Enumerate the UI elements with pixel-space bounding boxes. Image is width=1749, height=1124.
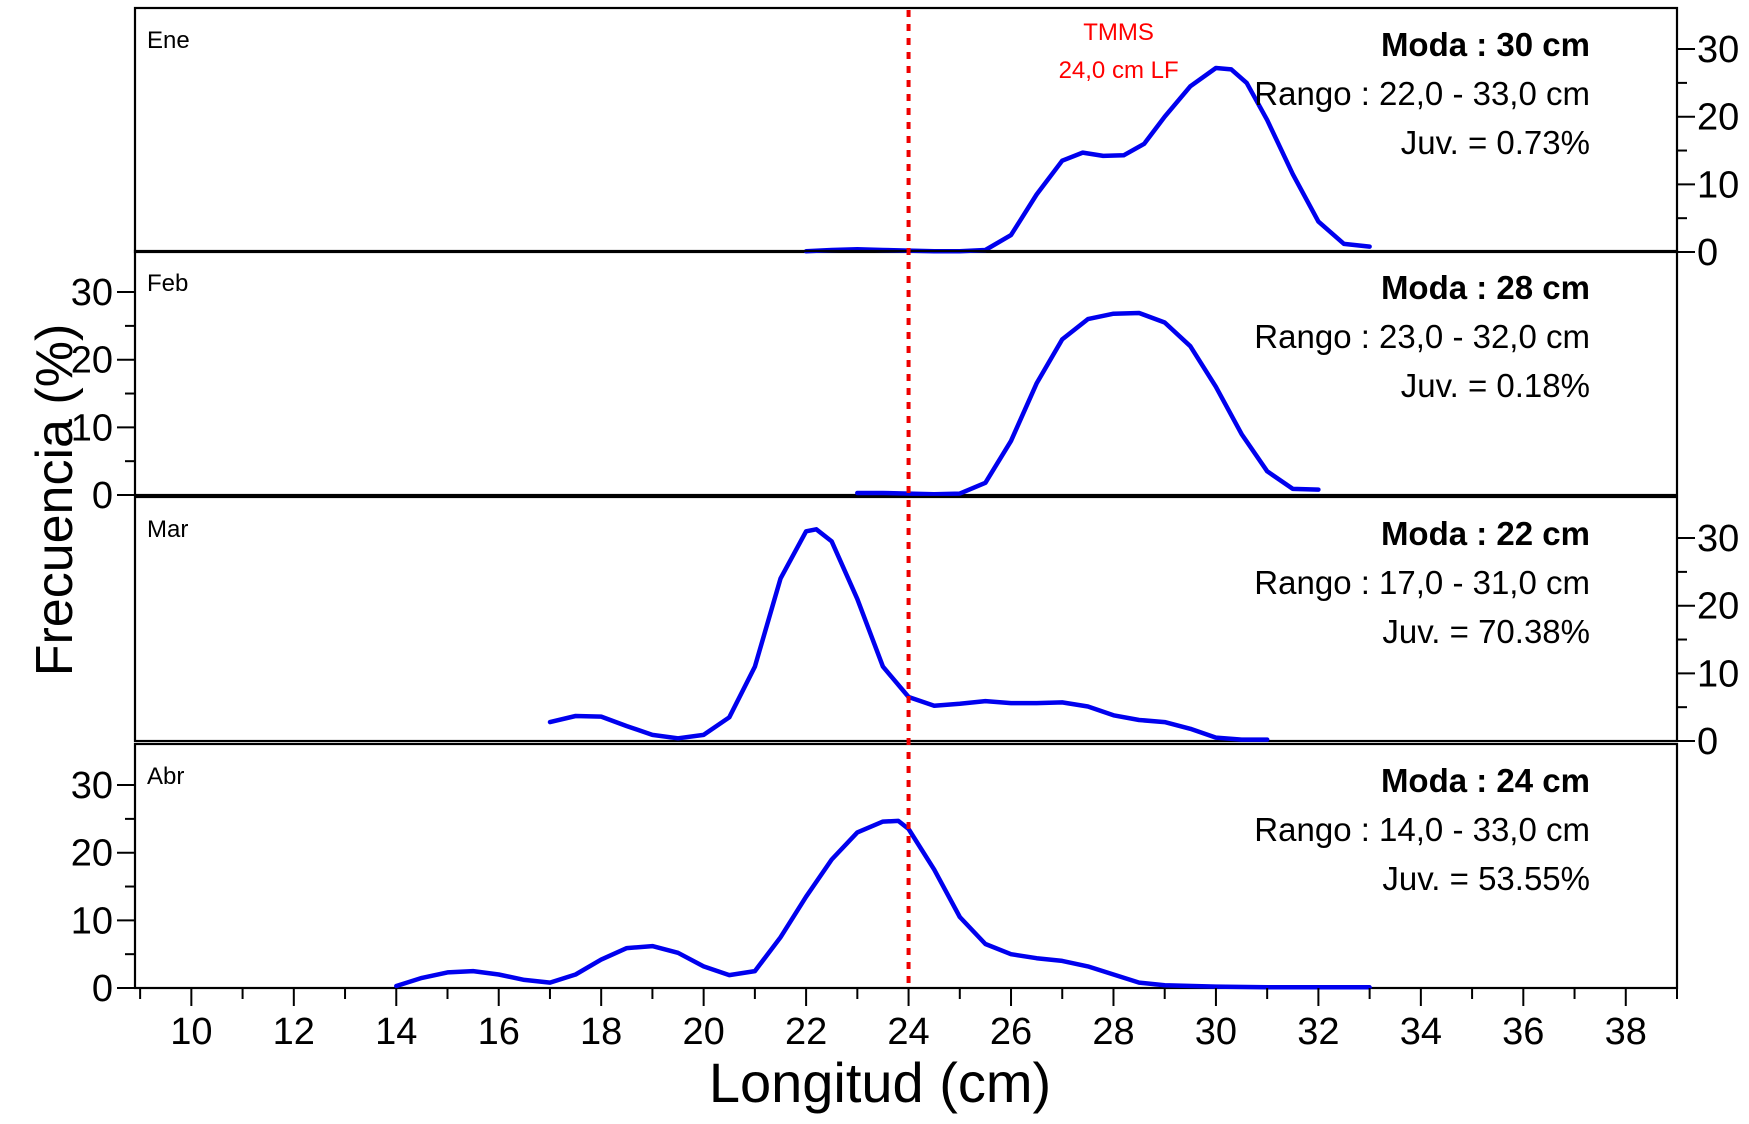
moda-label: Moda : 28 cm xyxy=(1381,269,1590,306)
x-tick-label: 18 xyxy=(580,1011,622,1053)
x-tick-label: 26 xyxy=(990,1011,1032,1053)
x-tick-label: 14 xyxy=(375,1011,417,1053)
panel-abr: 0 10 20 30 Abr Moda : 24 cm Rango : 14,0 - 33,… xyxy=(71,742,1679,1010)
x-axis: 10 12 14 16 18 20 22 24 26 28 30 32 34 36 38 xyxy=(139,988,1678,1053)
juv-label: Juv. = 0.73% xyxy=(1401,124,1590,161)
tmms-label: TMMS xyxy=(1083,19,1154,46)
moda-label: Moda : 22 cm xyxy=(1381,515,1590,552)
tmms-reference: TMMS 24,0 cm LF xyxy=(906,10,1179,988)
panel-mar: 0 10 20 30 Mar Moda : 22 cm Rango : 17,0 - 31,… xyxy=(133,495,1739,763)
y-tick-label: 20 xyxy=(1697,97,1739,139)
rango-label: Rango : 17,0 - 31,0 cm xyxy=(1254,564,1590,601)
juv-label: Juv. = 70.38% xyxy=(1382,613,1590,650)
moda-label: Moda : 30 cm xyxy=(1381,26,1590,63)
series-line-feb xyxy=(855,310,1321,497)
x-tick-label: 32 xyxy=(1297,1011,1339,1053)
panel-frame xyxy=(133,495,1679,743)
y-tick-label: 10 xyxy=(1697,164,1739,206)
y-tick-label: 0 xyxy=(1697,721,1718,763)
y-tick-label: 10 xyxy=(71,407,113,449)
x-tick-label: 36 xyxy=(1502,1011,1544,1053)
y-tick-label: 30 xyxy=(1697,29,1739,71)
series-line-abr xyxy=(394,818,1372,990)
y-tick-label: 30 xyxy=(71,272,113,314)
y-axis-title: Frecuencia (%) xyxy=(26,324,84,677)
x-tick-label: 24 xyxy=(887,1011,929,1053)
x-tick-label: 28 xyxy=(1092,1011,1134,1053)
panel-ene: 0 10 20 30 Ene Moda : 30 cm Rango : 22,0 - 33,… xyxy=(133,6,1739,274)
y-tick-label: 0 xyxy=(92,475,113,517)
rango-label: Rango : 22,0 - 33,0 cm xyxy=(1254,75,1590,112)
x-tick-label: 22 xyxy=(785,1011,827,1053)
panel-month-label: Ene xyxy=(147,27,190,54)
rango-label: Rango : 23,0 - 32,0 cm xyxy=(1254,318,1590,355)
panel-month-label: Feb xyxy=(147,270,188,297)
y-tick-label: 20 xyxy=(1697,586,1739,628)
juv-label: Juv. = 53.55% xyxy=(1382,860,1590,897)
x-tick-label: 38 xyxy=(1605,1011,1647,1053)
panel-feb: 0 10 20 30 Feb Moda : 28 cm Rango : 23,0 - 32,… xyxy=(71,249,1679,517)
series-line-mar xyxy=(547,527,1270,742)
y-tick-label: 0 xyxy=(92,968,113,1010)
x-tick-label: 34 xyxy=(1400,1011,1442,1053)
x-tick-label: 20 xyxy=(683,1011,725,1053)
x-tick-label: 10 xyxy=(170,1011,212,1053)
tmms-value-label: 24,0 cm LF xyxy=(1059,57,1179,84)
panels-group: 0 10 20 30 Ene Moda : 30 cm Rango : 22,0 - 33,… xyxy=(71,6,1739,1010)
panel-frame xyxy=(133,742,1679,990)
y-tick-label: 30 xyxy=(71,765,113,807)
panel-month-label: Abr xyxy=(147,763,184,790)
x-tick-label: 12 xyxy=(273,1011,315,1053)
y-tick-label: 20 xyxy=(71,340,113,382)
y-tick-label: 20 xyxy=(71,833,113,875)
y-tick-label: 30 xyxy=(1697,518,1739,560)
rango-label: Rango : 14,0 - 33,0 cm xyxy=(1254,811,1590,848)
x-tick-label: 16 xyxy=(478,1011,520,1053)
x-tick-label: 30 xyxy=(1195,1011,1237,1053)
panel-month-label: Mar xyxy=(147,516,188,543)
x-axis-title: Longitud (cm) xyxy=(709,1051,1051,1114)
y-tick-label: 0 xyxy=(1697,232,1718,274)
moda-label: Moda : 24 cm xyxy=(1381,762,1590,799)
juv-label: Juv. = 0.18% xyxy=(1401,367,1590,404)
y-tick-label: 10 xyxy=(1697,653,1739,695)
y-tick-label: 10 xyxy=(71,900,113,942)
